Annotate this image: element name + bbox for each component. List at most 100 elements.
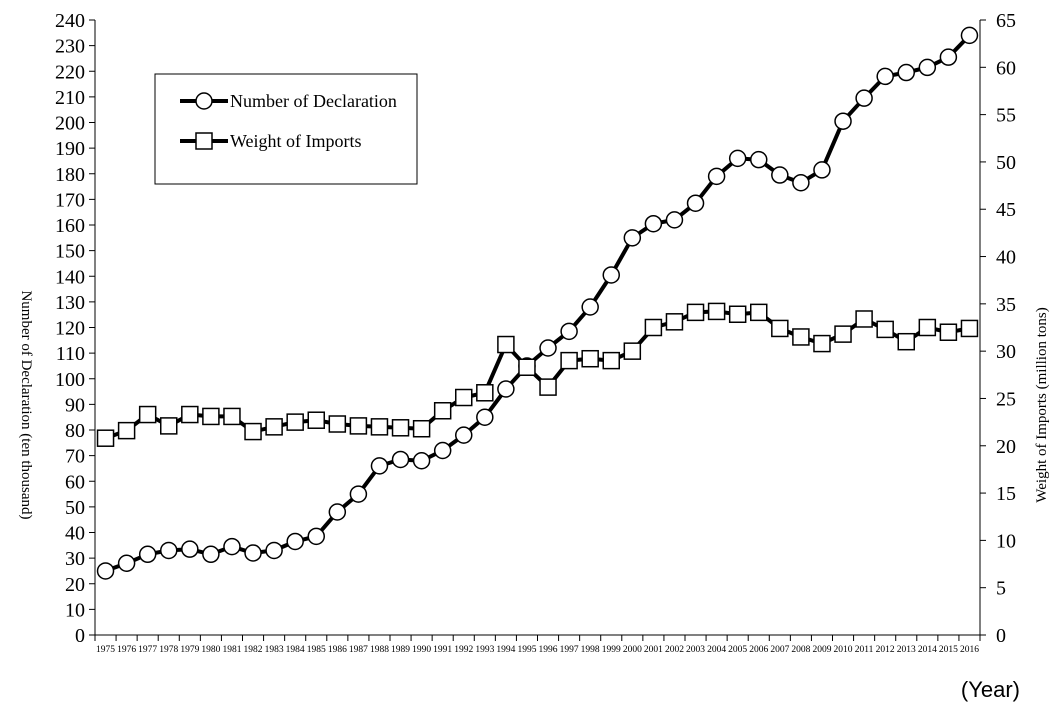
x-tick-label: 2005 <box>728 645 747 655</box>
right-tick-label: 20 <box>996 436 1016 458</box>
x-tick-label: 1996 <box>539 645 558 655</box>
x-tick-label: 1990 <box>412 645 431 655</box>
left-tick-label: 180 <box>55 164 85 186</box>
right-tick-label: 5 <box>996 578 1006 600</box>
left-tick-label: 230 <box>55 36 85 58</box>
x-tick-label: 2009 <box>812 645 831 655</box>
left-tick-label: 40 <box>65 523 85 545</box>
x-tick-label: 2002 <box>665 645 684 655</box>
data-point-circle <box>898 65 914 81</box>
x-tick-label: 2014 <box>918 645 937 655</box>
right-tick-label: 10 <box>996 530 1016 552</box>
x-tick-label: 1991 <box>433 645 452 655</box>
data-point-circle <box>603 267 619 283</box>
x-tick-label: 2011 <box>855 645 874 655</box>
data-point-circle <box>814 162 830 178</box>
x-tick-label: 1981 <box>222 645 241 655</box>
data-point-square <box>793 329 809 345</box>
data-point-circle <box>751 152 767 168</box>
data-point-circle <box>287 533 303 549</box>
legend-square-marker-icon <box>196 133 212 149</box>
x-tick-label: 1976 <box>117 645 136 655</box>
right-tick-label: 35 <box>996 294 1016 316</box>
x-tick-label: 2012 <box>876 645 895 655</box>
left-tick-label: 20 <box>65 574 85 596</box>
left-tick-label: 150 <box>55 241 85 263</box>
x-tick-label: 2004 <box>707 645 726 655</box>
data-point-square <box>730 306 746 322</box>
x-axis-title: (Year) <box>961 677 1020 702</box>
data-point-circle <box>940 49 956 65</box>
x-tick-label: 1999 <box>602 645 621 655</box>
left-tick-label: 30 <box>65 548 85 570</box>
left-tick-label: 90 <box>65 394 85 416</box>
data-point-square <box>540 379 556 395</box>
right-axis-title: Weight of Imports (million tons) <box>1034 307 1050 502</box>
legend-label-declaration: Number of Declaration <box>230 91 397 111</box>
data-point-square <box>266 419 282 435</box>
data-point-square <box>414 421 430 437</box>
x-tick-label: 1983 <box>265 645 284 655</box>
series-weight-of-imports <box>98 303 978 446</box>
right-tick-label: 15 <box>996 483 1016 505</box>
data-point-circle <box>666 212 682 228</box>
data-point-square <box>898 334 914 350</box>
x-tick-label: 1984 <box>286 645 305 655</box>
x-tick-label: 1989 <box>391 645 410 655</box>
data-point-circle <box>371 458 387 474</box>
data-point-square <box>308 412 324 428</box>
x-tick-label: 1993 <box>475 645 494 655</box>
data-point-circle <box>456 427 472 443</box>
data-point-circle <box>182 541 198 557</box>
data-point-square <box>224 408 240 424</box>
data-point-square <box>371 419 387 435</box>
data-point-square <box>161 418 177 434</box>
data-point-circle <box>919 59 935 75</box>
data-point-square <box>856 311 872 327</box>
x-axis-ticks: 1975 1976 1977 1978 1979 1980 1981 1982 1983 1984… <box>95 635 980 655</box>
legend-label-imports: Weight of Imports <box>230 131 362 151</box>
x-tick-label: 1980 <box>201 645 220 655</box>
left-tick-label: 220 <box>55 61 85 83</box>
data-point-circle <box>856 90 872 106</box>
data-point-circle <box>203 546 219 562</box>
data-point-square <box>182 407 198 423</box>
left-tick-label: 160 <box>55 215 85 237</box>
data-point-circle <box>350 486 366 502</box>
data-point-circle <box>561 323 577 339</box>
right-tick-label: 50 <box>996 152 1016 174</box>
x-tick-label: 2015 <box>939 645 958 655</box>
data-point-square <box>919 320 935 336</box>
data-point-circle <box>582 299 598 315</box>
data-point-square <box>666 314 682 330</box>
data-point-square <box>456 390 472 406</box>
x-tick-label: 1979 <box>180 645 199 655</box>
x-tick-label: 2006 <box>749 645 768 655</box>
left-tick-label: 170 <box>55 189 85 211</box>
data-point-circle <box>266 542 282 558</box>
data-point-circle <box>961 27 977 43</box>
x-tick-label: 1988 <box>370 645 389 655</box>
data-point-square <box>961 320 977 336</box>
data-point-circle <box>329 504 345 520</box>
data-point-square <box>603 353 619 369</box>
x-tick-label: 1997 <box>560 645 579 655</box>
data-point-circle <box>161 542 177 558</box>
data-point-square <box>940 324 956 340</box>
data-point-square <box>393 420 409 436</box>
left-tick-label: 80 <box>65 420 85 442</box>
data-point-square <box>119 423 135 439</box>
data-point-square <box>688 304 704 320</box>
left-axis-title: Number of Declaration (ten thousand) <box>18 290 34 519</box>
left-tick-label: 70 <box>65 446 85 468</box>
x-tick-label: 1986 <box>328 645 347 655</box>
legend-circle-marker-icon <box>196 93 212 109</box>
right-axis-ticks: 0 5 10 15 20 25 30 35 40 45 50 55 60 65 <box>980 10 1016 647</box>
data-point-circle <box>645 216 661 232</box>
x-tick-label: 2016 <box>960 645 979 655</box>
data-point-square <box>519 359 535 375</box>
right-tick-label: 40 <box>996 247 1016 269</box>
data-point-circle <box>119 555 135 571</box>
data-point-circle <box>435 443 451 459</box>
x-tick-label: 2001 <box>644 645 663 655</box>
